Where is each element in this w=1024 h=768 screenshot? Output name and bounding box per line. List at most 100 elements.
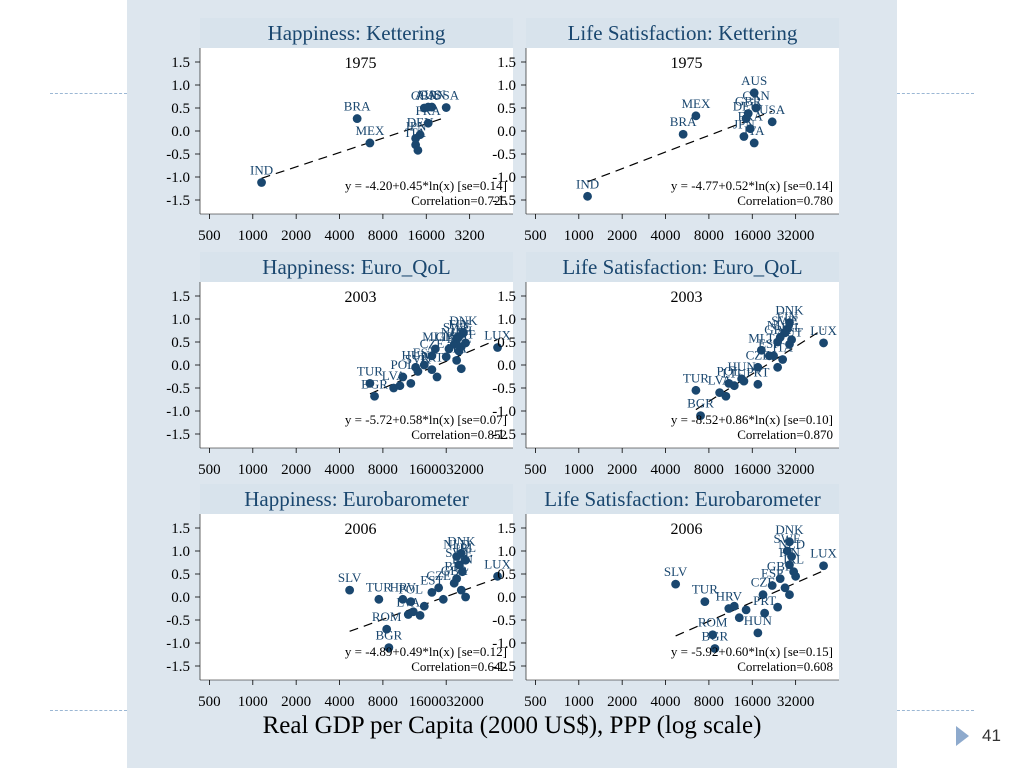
slide-divider-bottom-right [897, 710, 974, 711]
point-label: SLV [664, 564, 688, 579]
data-point [382, 624, 392, 634]
point-label: BEL [444, 559, 469, 574]
data-point [780, 583, 790, 593]
x-tick-label: 2000 [281, 228, 311, 244]
x-tick-label: 2000 [281, 462, 311, 478]
chart-title-background [526, 484, 839, 514]
data-point [729, 381, 739, 391]
y-tick-label: 1.5 [171, 289, 190, 305]
point-label: LUX [810, 323, 837, 338]
page-number: 41 [982, 726, 1001, 745]
y-tick-label: -1.0 [492, 636, 516, 652]
y-tick-label: 0.5 [497, 101, 516, 117]
y-tick-label: 0.5 [171, 335, 190, 351]
data-point [434, 583, 444, 593]
point-label: HUN [728, 359, 757, 374]
chart-panel-5: Happiness: Eurobarometer 1.5 1.0 0.5 0.0 -0.5… [166, 484, 513, 710]
point-label: PRT [753, 593, 776, 608]
chart-title-background [200, 484, 513, 514]
point-label: FIN [452, 552, 474, 567]
x-tick-label: 8000 [368, 462, 398, 478]
data-point [427, 365, 437, 374]
point-label: NLD [441, 324, 468, 339]
x-tick-label: 4000 [651, 462, 681, 478]
data-point [787, 552, 796, 561]
x-tick-label: 8000 [368, 228, 398, 244]
data-point [691, 111, 701, 121]
y-tick-label: 0.5 [171, 567, 190, 583]
point-label: AUT [776, 324, 803, 339]
point-label: JPN [405, 118, 427, 133]
point-label: HRV [390, 579, 417, 594]
regression-equation: y = -4.20+0.45*ln(x) [se=0.14] [345, 178, 507, 193]
point-label: BGR [361, 376, 388, 391]
x-tick-label: 8000 [368, 694, 398, 710]
point-label: HRV [716, 589, 743, 604]
year-label: 1975 [345, 55, 377, 72]
data-point [721, 391, 731, 401]
chart-panel-6: Life Satisfaction: Eurobarometer 1.5 1.0 0.… [492, 484, 839, 710]
point-label: IRL [781, 320, 802, 335]
data-point [430, 344, 440, 354]
point-label: BRA [344, 99, 371, 114]
data-point [819, 338, 828, 348]
data-point [710, 644, 720, 653]
chart-panel-2: Life Satisfaction: Kettering 1.5 1.0 0.5 0.0… [492, 18, 839, 244]
point-label: BRA [670, 114, 697, 129]
y-tick-label: 1.0 [497, 78, 516, 94]
y-tick-label: 1.0 [497, 544, 516, 560]
y-tick-label: 1.0 [497, 312, 516, 328]
x-tick-label: 500 [198, 462, 221, 478]
point-label: USA [759, 102, 786, 117]
point-label: ITA [446, 340, 467, 355]
point-label: CAN [742, 88, 770, 103]
y-tick-label: -0.5 [166, 613, 190, 629]
data-point [411, 133, 421, 143]
data-point [751, 103, 761, 113]
year-label: 2003 [671, 289, 703, 306]
data-point [352, 114, 362, 123]
data-point [413, 145, 423, 155]
x-tick-label: 500 [524, 462, 547, 478]
point-label: DNK [775, 303, 804, 318]
data-point [753, 379, 763, 389]
point-label: GBR [764, 322, 791, 337]
x-tick-label: 1000 [564, 694, 594, 710]
x-tick-label: 16000 [734, 228, 772, 244]
plot-area [526, 282, 839, 448]
data-point [398, 372, 408, 382]
point-label: BGR [701, 629, 728, 644]
year-label: 2006 [671, 521, 703, 538]
y-tick-label: -1.5 [166, 659, 190, 675]
chart-title-background [200, 252, 513, 282]
data-point [427, 588, 437, 597]
y-tick-label: 0.0 [497, 590, 516, 606]
data-point [749, 138, 759, 148]
point-label: PRT [746, 364, 769, 379]
data-point [741, 605, 751, 615]
data-point [493, 343, 502, 352]
plot-area [200, 48, 513, 214]
data-point [345, 585, 355, 595]
point-label: SWE [443, 320, 471, 335]
point-label: GBR [411, 88, 438, 103]
point-label: SWE [771, 313, 799, 328]
data-point [729, 601, 739, 611]
y-tick-label: 0.0 [171, 358, 190, 374]
point-label: TUR [683, 370, 709, 385]
next-arrow-icon[interactable] [956, 726, 969, 746]
x-tick-label: 4000 [651, 228, 681, 244]
x-tick-label: 8000 [694, 462, 724, 478]
chart-panel-1: Happiness: Kettering 1.5 1.0 0.5 0.0 -0.5 -1.0… [166, 18, 513, 244]
point-label: POL [717, 363, 742, 378]
y-tick-label: -0.5 [166, 147, 190, 163]
data-point [691, 385, 701, 395]
regression-equation: y = -5.92+0.60*ln(x) [se=0.15] [671, 644, 833, 659]
x-tick-label: 8000 [694, 694, 724, 710]
point-label: TUR [357, 363, 383, 378]
x-tick-label: 500 [524, 228, 547, 244]
data-point [461, 592, 470, 602]
figure-panel: Happiness: Kettering 1.5 1.0 0.5 0.0 -0.5 -1.0… [127, 0, 897, 768]
data-point [773, 337, 783, 347]
x-tick-label: 1000 [564, 228, 594, 244]
